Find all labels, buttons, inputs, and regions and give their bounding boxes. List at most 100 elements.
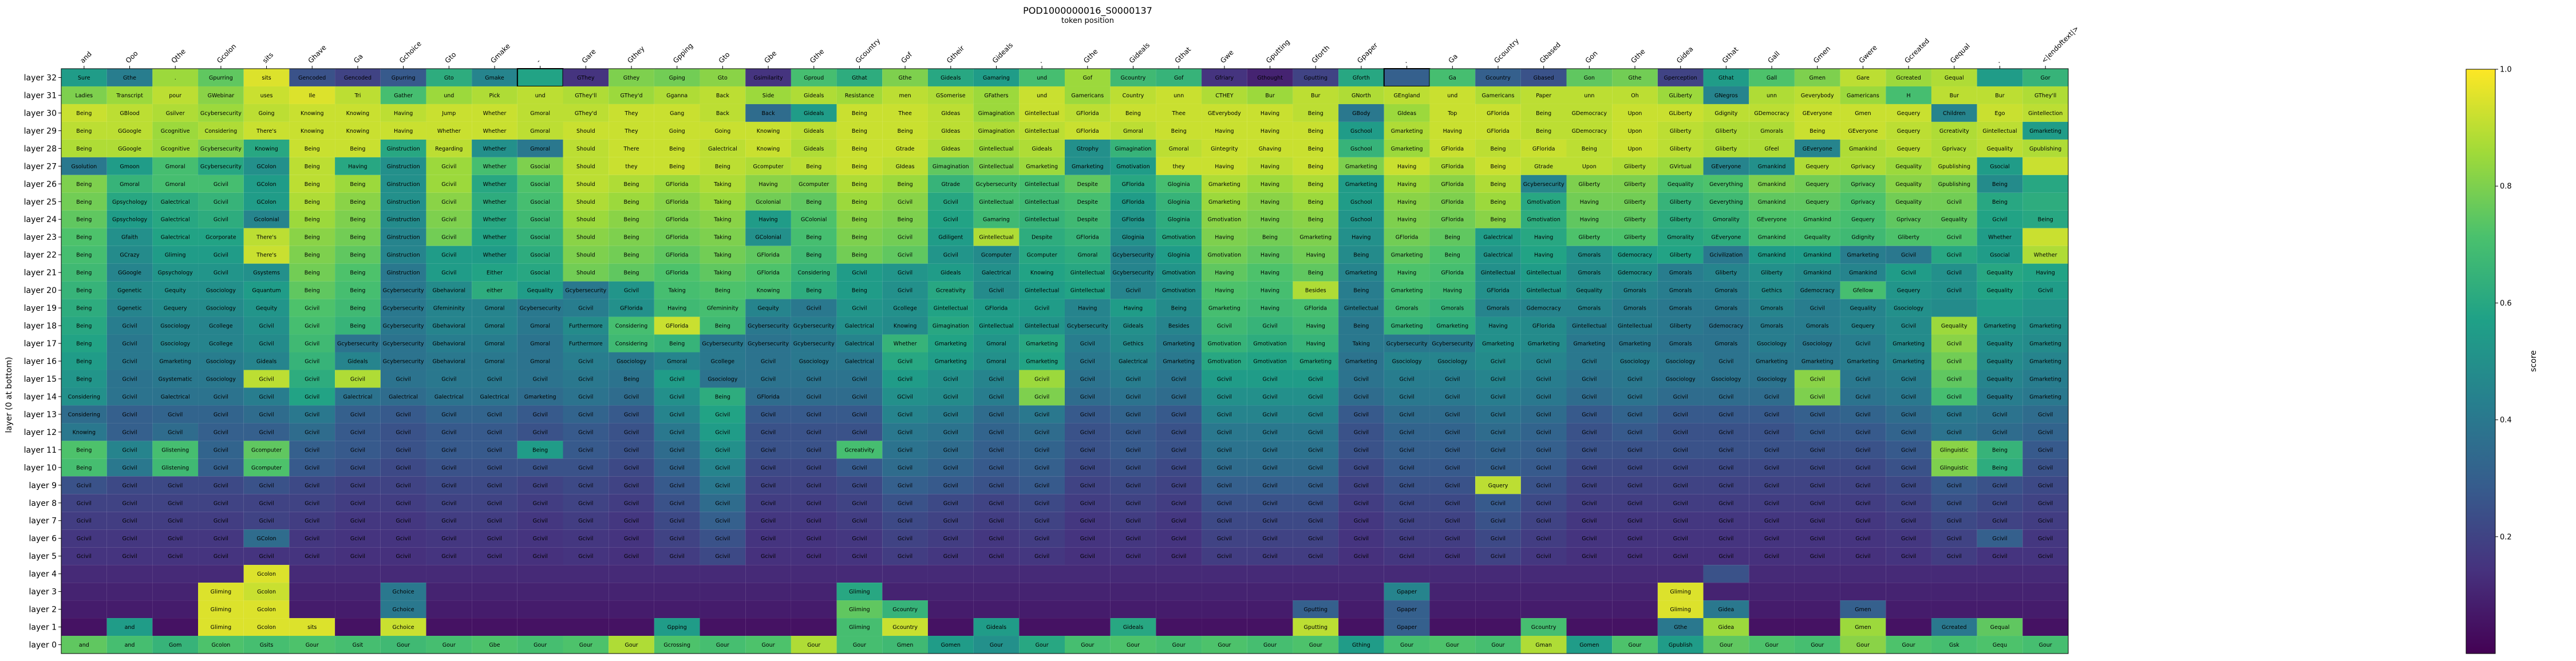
cell-label: Gpaper [1397, 624, 1417, 631]
cell-label: Gbased [1534, 75, 1554, 81]
cell-label: Despite [1032, 235, 1053, 241]
heatmap-cell [1293, 157, 1339, 175]
heatmap-cell [1886, 600, 1931, 619]
cell-label: Gmankind [1758, 235, 1786, 241]
cell-label: Upon [1628, 146, 1642, 152]
cell-label: Gcivil [1491, 394, 1506, 400]
heatmap-cell [1931, 476, 1977, 494]
cell-label: Having [1261, 306, 1279, 312]
cell-label: Gmorals [1760, 306, 1783, 312]
heatmap-cell [1338, 121, 1384, 140]
cell-label: Gpurring [209, 75, 233, 81]
cell-label: and [79, 642, 89, 648]
heatmap-cell [1657, 334, 1704, 353]
heatmap-cell [1840, 618, 1886, 636]
x-tick-label: Ooo [124, 49, 140, 65]
cell-label: Ile [309, 93, 315, 99]
heatmap-cell [1475, 175, 1521, 193]
heatmap-cell [927, 299, 974, 317]
x-tick-label: . [1994, 58, 2002, 65]
cell-label: Gcivil [1217, 323, 1232, 330]
cell-label: Gfeel [1765, 146, 1779, 152]
heatmap-cell [973, 192, 1020, 211]
heatmap-cell [1338, 334, 1384, 353]
cell-label: Gmoral [1169, 146, 1189, 152]
cell-label: GEveryone [1803, 110, 1832, 117]
heatmap-cell [836, 121, 883, 140]
cell-label: Gmotivation [1527, 199, 1560, 205]
heatmap-cell [1703, 263, 1749, 282]
cell-label: Having [1261, 164, 1279, 170]
cell-label: GFlorida [1441, 146, 1464, 152]
x-tick-label: Gthat [1173, 45, 1192, 65]
heatmap-cell [1840, 175, 1886, 193]
cell-label: Gcivil [807, 411, 821, 418]
cell-label: Gcivil [1354, 482, 1369, 489]
heatmap-cell [289, 512, 335, 530]
heatmap-cell [1429, 458, 1476, 477]
cell-label: GEveryone [1848, 128, 1878, 134]
cell-label: Gcivil [1491, 465, 1506, 471]
cell-label: Being [350, 288, 365, 294]
cell-label: Gcivil [1764, 553, 1779, 560]
cell-label: Gcivil [350, 465, 365, 471]
heatmap-cell [61, 494, 107, 512]
cell-label: Gcivil [1536, 465, 1551, 471]
heatmap-cell [1612, 636, 1658, 654]
x-tick-label: Gmake [489, 42, 512, 65]
heatmap-cell [106, 352, 153, 370]
heatmap-cell [609, 458, 654, 477]
heatmap-cell [973, 547, 1020, 565]
cell-label: Gcivil [1992, 500, 2007, 506]
heatmap-cell [882, 441, 928, 459]
heatmap-cell [1749, 299, 1795, 317]
heatmap-cell [1110, 157, 1156, 175]
heatmap-cell [1384, 157, 1430, 175]
cell-label: Ginstruction [387, 199, 420, 205]
heatmap-cell [1019, 316, 1065, 335]
heatmap-cell [1384, 423, 1430, 441]
heatmap-cell [517, 192, 563, 211]
cell-label: Being [76, 235, 92, 241]
cell-label: Gdemocracy [1618, 270, 1652, 276]
heatmap-cell [1703, 192, 1749, 211]
heatmap-cell [700, 583, 746, 601]
heatmap-cell [61, 529, 107, 548]
cell-label: Gintellectual [934, 306, 968, 312]
heatmap-cell [2022, 352, 2068, 370]
heatmap-cell [609, 263, 654, 282]
heatmap-cell [563, 583, 609, 601]
cell-label: Gcivil [259, 553, 274, 560]
heatmap-cell [1202, 281, 1247, 299]
heatmap-cell [1977, 441, 2023, 459]
heatmap-cell [61, 157, 107, 175]
heatmap-cell [836, 69, 883, 86]
heatmap-cell [472, 476, 517, 494]
cell-label: Gpublishing [2029, 146, 2061, 152]
cell-label: Gequality [1895, 181, 1922, 188]
cell-label: Gcivil [624, 411, 639, 418]
heatmap-cell [700, 139, 746, 157]
heatmap-cell [426, 600, 472, 619]
cell-label: Gcivil [350, 518, 365, 524]
heatmap-cell [1202, 529, 1247, 548]
heatmap-cell [1931, 636, 1977, 654]
cell-label: Gcybersecurity [565, 288, 606, 294]
heatmap-cell [152, 387, 199, 406]
cell-label: Gcivil [898, 359, 912, 365]
cell-label: Being [1992, 465, 2008, 471]
cell-label: Considering [205, 128, 238, 134]
cell-label: Gpsychology [112, 217, 148, 223]
heatmap-cell [563, 529, 609, 548]
heatmap-cell [335, 405, 381, 423]
cell-label: Gcivil [487, 518, 502, 524]
heatmap-cell [1749, 192, 1795, 211]
heatmap-cell [700, 246, 746, 264]
heatmap-cell [1977, 139, 2023, 157]
heatmap-cell [1293, 370, 1339, 388]
cell-label: Gthat [852, 75, 867, 81]
heatmap-cell [1429, 192, 1476, 211]
cell-label: Gcivil [441, 411, 456, 418]
x-tick-label: Gideals [991, 41, 1014, 65]
heatmap-cell [1247, 210, 1293, 228]
